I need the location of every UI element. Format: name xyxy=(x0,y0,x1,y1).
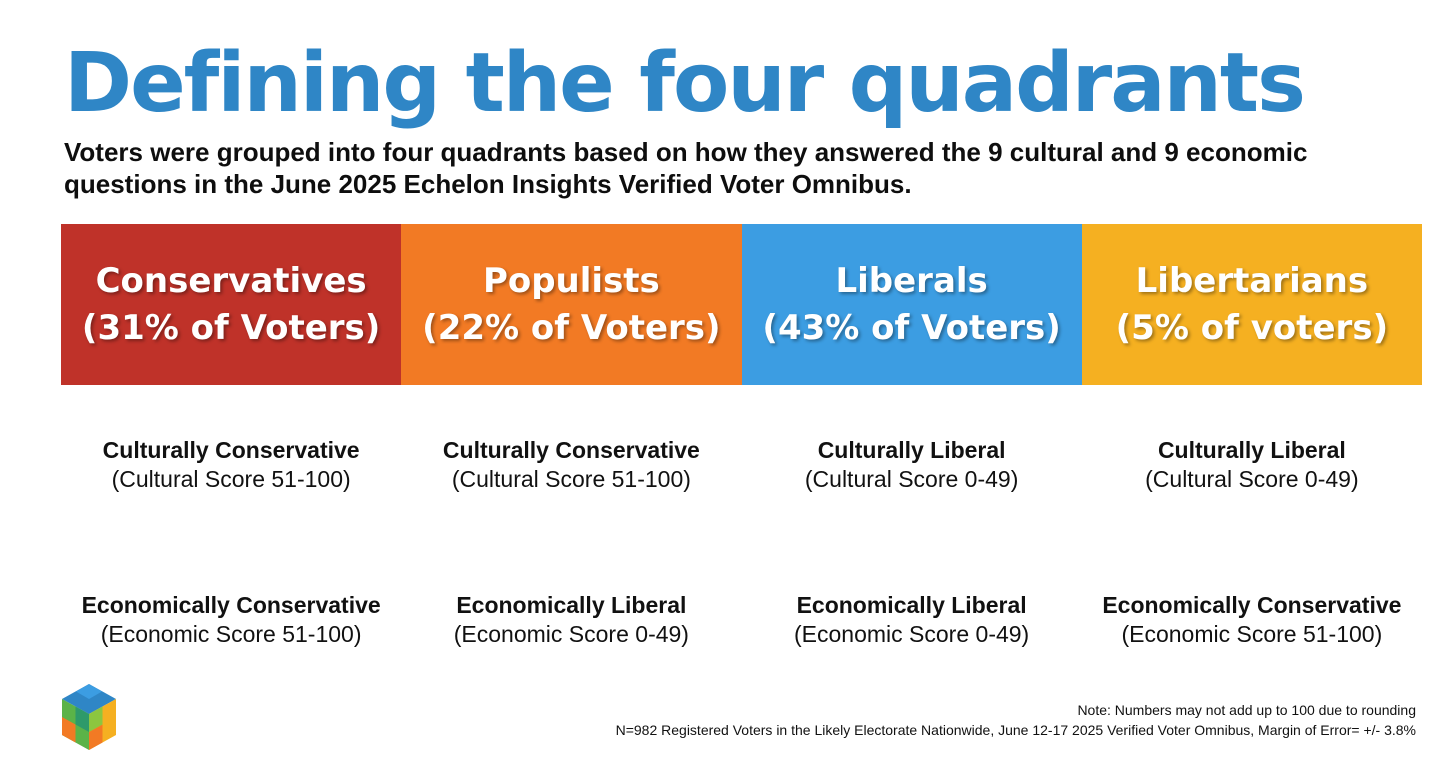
quadrant-liberals: Liberals (43% of Voters) xyxy=(741,224,1082,385)
economic-score: (Economic Score 0-49) xyxy=(453,621,689,647)
definition-column-liberals: Culturally Liberal (Cultural Score 0-49)… xyxy=(742,436,1082,746)
quadrant-share: (5% of voters) xyxy=(1115,307,1389,348)
definition-column-libertarians: Culturally Liberal (Cultural Score 0-49)… xyxy=(1082,436,1422,746)
economic-trait: Economically Conservative (Economic Scor… xyxy=(1082,591,1422,746)
cultural-score: (Cultural Score 0-49) xyxy=(804,466,1019,492)
cultural-label: Culturally Conservative xyxy=(442,437,700,463)
cultural-trait: Culturally Conservative (Cultural Score … xyxy=(61,436,401,591)
quadrant-name: Populists xyxy=(482,260,660,301)
quadrant-name: Liberals xyxy=(835,260,988,301)
definition-column-conservatives: Culturally Conservative (Cultural Score … xyxy=(61,436,401,746)
economic-label: Economically Conservative xyxy=(81,592,381,618)
cultural-score: (Cultural Score 51-100) xyxy=(451,466,691,492)
page-title: Defining the four quadrants xyxy=(64,36,1306,131)
economic-trait: Economically Conservative (Economic Scor… xyxy=(61,591,401,746)
cultural-trait: Culturally Liberal (Cultural Score 0-49) xyxy=(1082,436,1422,591)
cultural-trait: Culturally Conservative (Cultural Score … xyxy=(401,436,741,591)
economic-score: (Economic Score 0-49) xyxy=(794,621,1030,647)
rounding-note: Note: Numbers may not add up to 100 due … xyxy=(1077,702,1416,718)
economic-score: (Economic Score 51-100) xyxy=(1121,621,1383,647)
economic-trait: Economically Liberal (Economic Score 0-4… xyxy=(401,591,741,746)
definition-column-populists: Culturally Conservative (Cultural Score … xyxy=(401,436,741,746)
quadrant-share: (31% of Voters) xyxy=(81,307,381,348)
quadrant-populists: Populists (22% of Voters) xyxy=(401,224,742,385)
quadrant-libertarians: Libertarians (5% of voters) xyxy=(1081,224,1422,385)
methodology-note: N=982 Registered Voters in the Likely El… xyxy=(615,722,1416,738)
cultural-label: Culturally Conservative xyxy=(102,437,360,463)
quadrant-definitions: Culturally Conservative (Cultural Score … xyxy=(61,436,1422,746)
page-subtitle: Voters were grouped into four quadrants … xyxy=(64,137,1308,199)
footnotes: Note: Numbers may not add up to 100 due … xyxy=(616,700,1416,740)
quadrant-name: Conservatives xyxy=(95,260,367,301)
quadrant-share: (43% of Voters) xyxy=(762,307,1061,348)
quadrant-header-row: Conservatives (31% of Voters) Populists … xyxy=(61,224,1422,385)
cultural-label: Culturally Liberal xyxy=(1157,437,1346,463)
economic-score: (Economic Score 51-100) xyxy=(100,621,362,647)
cultural-score: (Cultural Score 0-49) xyxy=(1145,466,1359,492)
cultural-label: Culturally Liberal xyxy=(817,437,1006,463)
cultural-score: (Cultural Score 51-100) xyxy=(111,466,351,492)
quadrant-share: (22% of Voters) xyxy=(422,307,721,348)
quadrant-conservatives: Conservatives (31% of Voters) xyxy=(61,224,402,385)
quadrant-name: Libertarians xyxy=(1135,260,1369,301)
economic-trait: Economically Liberal (Economic Score 0-4… xyxy=(742,591,1082,746)
economic-label: Economically Liberal xyxy=(796,592,1027,618)
cultural-trait: Culturally Liberal (Cultural Score 0-49) xyxy=(742,436,1082,591)
economic-label: Economically Liberal xyxy=(456,592,687,618)
economic-label: Economically Conservative xyxy=(1102,592,1402,618)
echelon-cube-logo-icon xyxy=(62,684,116,750)
